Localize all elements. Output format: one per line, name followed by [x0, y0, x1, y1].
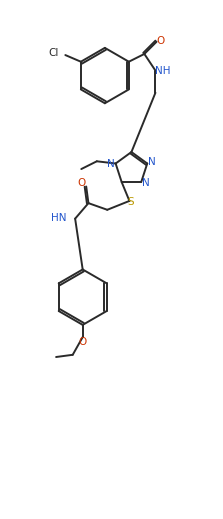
Text: HN: HN [51, 213, 67, 223]
Text: O: O [156, 36, 165, 46]
Text: O: O [78, 337, 87, 347]
Text: N: N [148, 157, 156, 168]
Text: NH: NH [155, 65, 170, 76]
Text: N: N [107, 158, 115, 169]
Text: O: O [77, 177, 85, 187]
Text: S: S [127, 197, 134, 207]
Text: N: N [142, 178, 150, 188]
Text: Cl: Cl [49, 48, 59, 58]
